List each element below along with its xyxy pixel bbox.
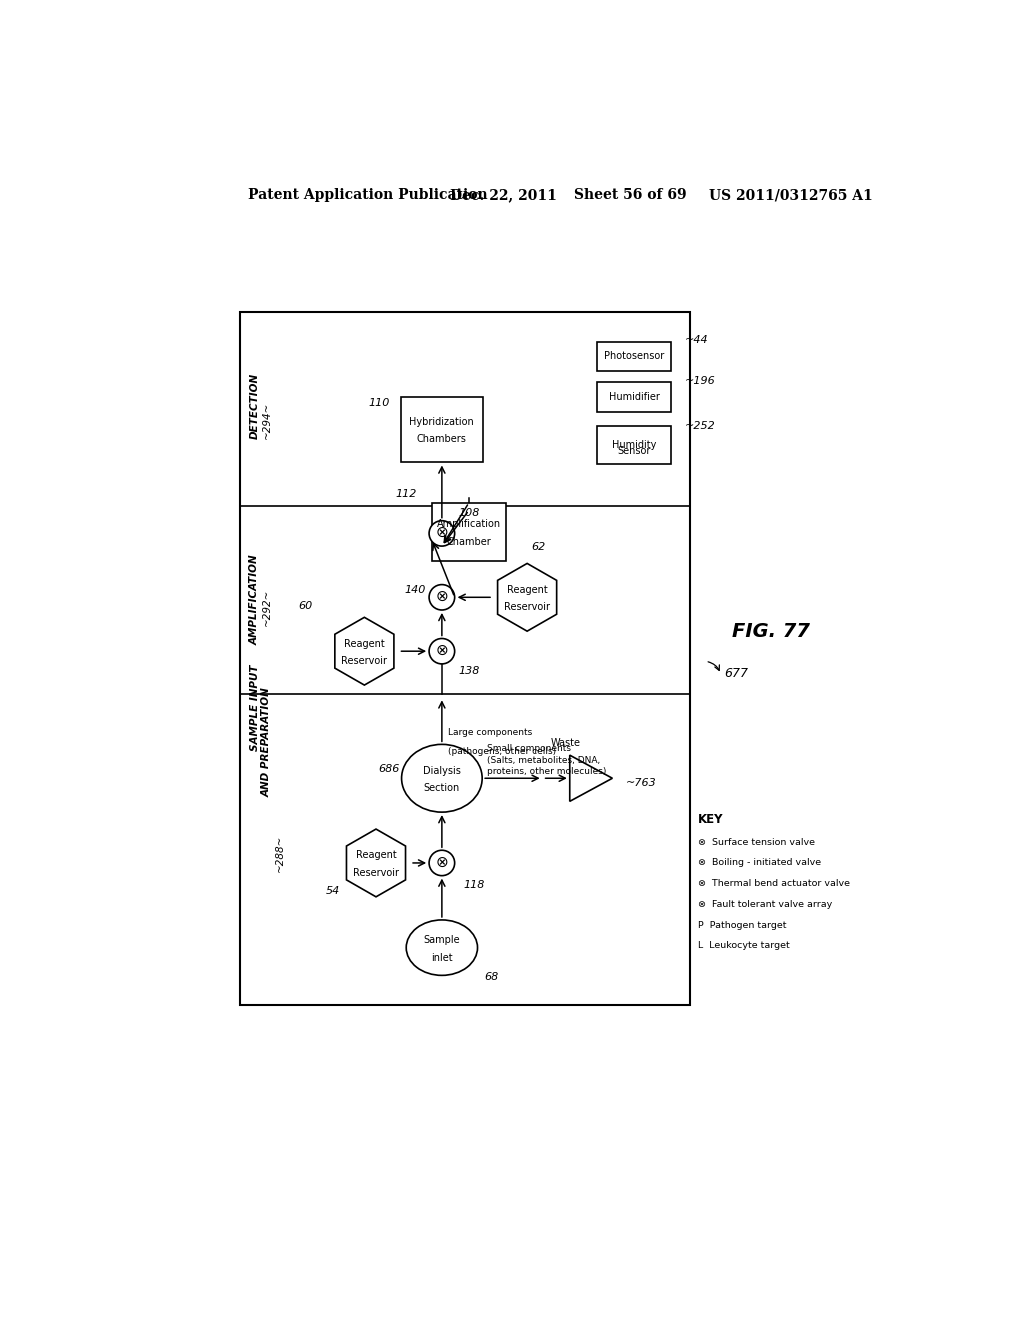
Text: P  Pathogen target: P Pathogen target: [697, 921, 786, 929]
Text: Large components: Large components: [449, 727, 532, 737]
Text: ⊗  Thermal bend actuator valve: ⊗ Thermal bend actuator valve: [697, 879, 850, 888]
Bar: [432, 503, 506, 561]
Text: (pathogens, other cells): (pathogens, other cells): [449, 747, 556, 756]
Text: ⊗: ⊗: [435, 643, 449, 657]
Text: 54: 54: [326, 886, 340, 896]
Text: Reservoir: Reservoir: [353, 869, 399, 878]
Text: Reagent: Reagent: [507, 585, 548, 594]
Text: 68: 68: [484, 972, 499, 982]
Text: Sensor: Sensor: [617, 446, 651, 455]
Text: SAMPLE INPUT: SAMPLE INPUT: [250, 664, 260, 751]
Circle shape: [429, 520, 455, 546]
Text: ⊗: ⊗: [435, 854, 449, 870]
Text: AMPLIFICATION: AMPLIFICATION: [250, 554, 260, 645]
Bar: [597, 425, 671, 465]
Text: DETECTION: DETECTION: [250, 372, 260, 440]
Text: ⊗: ⊗: [435, 525, 449, 540]
Text: AND PREPARATION: AND PREPARATION: [262, 688, 272, 797]
Text: Reagent: Reagent: [344, 639, 385, 648]
Text: 140: 140: [404, 586, 426, 595]
Text: ~44: ~44: [684, 335, 708, 346]
Text: Chambers: Chambers: [417, 434, 467, 445]
Text: 108: 108: [459, 508, 480, 519]
Text: FIG. 77: FIG. 77: [732, 623, 810, 642]
Text: ~294~: ~294~: [262, 401, 272, 438]
Polygon shape: [569, 755, 612, 801]
Text: ~196: ~196: [684, 376, 715, 385]
Text: 686: 686: [378, 764, 399, 774]
Text: 60: 60: [299, 601, 312, 611]
Text: Section: Section: [424, 783, 460, 793]
Text: Hybridization: Hybridization: [410, 417, 474, 426]
Text: Sheet 56 of 69: Sheet 56 of 69: [573, 189, 686, 202]
Text: Chamber: Chamber: [446, 537, 492, 546]
Circle shape: [429, 639, 455, 664]
Text: proteins, other molecules): proteins, other molecules): [486, 767, 606, 776]
Circle shape: [429, 585, 455, 610]
Polygon shape: [498, 564, 557, 631]
Text: Photosensor: Photosensor: [604, 351, 665, 362]
Text: Sample: Sample: [424, 935, 460, 945]
Text: Reservoir: Reservoir: [341, 656, 387, 667]
Text: ⊗: ⊗: [435, 589, 449, 605]
Text: ~763: ~763: [626, 777, 656, 788]
Text: Small components: Small components: [486, 744, 570, 754]
Text: Dec. 22, 2011: Dec. 22, 2011: [450, 189, 556, 202]
Bar: [241, 313, 690, 1006]
Text: ~292~: ~292~: [262, 589, 272, 626]
Text: ⊗  Surface tension valve: ⊗ Surface tension valve: [697, 838, 815, 846]
Text: ⊗  Fault tolerant valve array: ⊗ Fault tolerant valve array: [697, 900, 831, 909]
Text: Reagent: Reagent: [355, 850, 396, 861]
Ellipse shape: [401, 744, 482, 812]
Bar: [597, 342, 671, 371]
Text: (Salts, metabolites, DNA,: (Salts, metabolites, DNA,: [486, 756, 600, 764]
Text: inlet: inlet: [431, 953, 453, 962]
Text: 118: 118: [464, 879, 485, 890]
Text: ⊗  Boiling - initiated valve: ⊗ Boiling - initiated valve: [697, 858, 821, 867]
Text: 677: 677: [724, 667, 749, 680]
Text: Humidity: Humidity: [612, 440, 656, 450]
Text: 112: 112: [395, 490, 417, 499]
Text: Dialysis: Dialysis: [423, 766, 461, 776]
Text: ~288~: ~288~: [275, 834, 286, 871]
Bar: [401, 397, 482, 462]
Text: L  Leukocyte target: L Leukocyte target: [697, 941, 790, 950]
Text: 62: 62: [531, 541, 545, 552]
Text: Reservoir: Reservoir: [504, 602, 550, 612]
Polygon shape: [335, 618, 394, 685]
Text: KEY: KEY: [697, 813, 723, 826]
Text: 138: 138: [459, 667, 480, 676]
Text: Patent Application Publication: Patent Application Publication: [248, 189, 487, 202]
Ellipse shape: [407, 920, 477, 975]
Text: ~252: ~252: [684, 421, 715, 432]
Text: Amplification: Amplification: [437, 519, 501, 529]
Text: 110: 110: [369, 399, 389, 408]
Polygon shape: [346, 829, 406, 896]
Text: US 2011/0312765 A1: US 2011/0312765 A1: [710, 189, 873, 202]
Bar: [597, 383, 671, 412]
Text: Waste: Waste: [551, 738, 581, 748]
Circle shape: [429, 850, 455, 875]
Text: Humidifier: Humidifier: [608, 392, 659, 403]
